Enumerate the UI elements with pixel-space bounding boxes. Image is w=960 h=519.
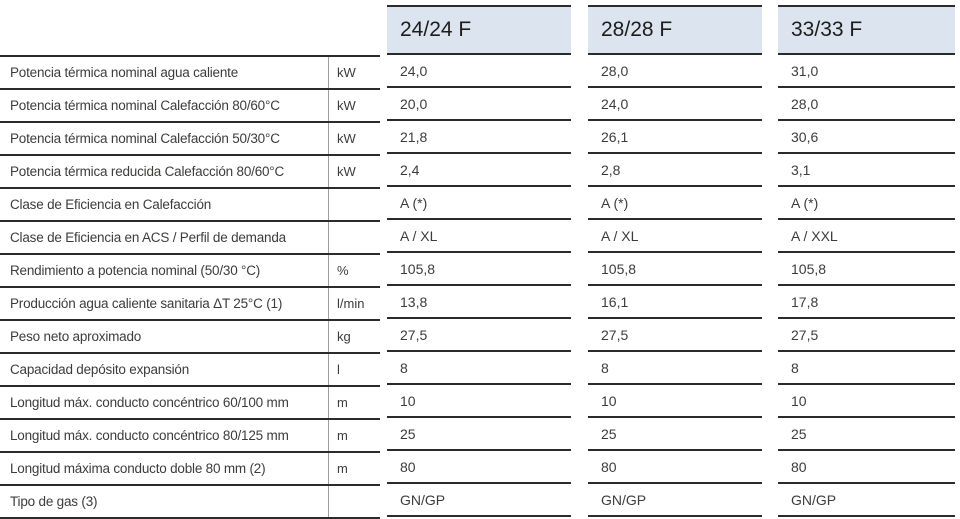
spec-value: 17,8: [778, 286, 955, 319]
spec-value: A (*): [588, 187, 762, 220]
spec-row: Longitud máx. conducto concéntrico 60/10…: [0, 387, 380, 420]
spec-value: 21,8: [387, 121, 571, 154]
row-label: Capacidad depósito expansión: [10, 362, 190, 377]
row-label: Potencia térmica reducida Calefacción 80…: [10, 164, 285, 179]
row-label: Potencia térmica nominal Calefacción 50/…: [10, 131, 280, 146]
labels-header-spacer: [0, 5, 380, 55]
row-label: Longitud máxima conducto doble 80 mm (2): [10, 461, 266, 476]
column-header-24-24-f: 24/24 F: [387, 5, 571, 55]
row-unit: [328, 222, 380, 253]
row-label: Potencia térmica nominal agua caliente: [10, 65, 239, 80]
row-unit: kW: [328, 90, 380, 121]
column-header-28-28-f: 28/28 F: [588, 5, 762, 55]
row-unit: kW: [328, 123, 380, 154]
spec-value: A / XL: [588, 220, 762, 253]
spec-row: Longitud máx. conducto concéntrico 80/12…: [0, 420, 380, 453]
spec-row: Rendimiento a potencia nominal (50/30 °C…: [0, 255, 380, 288]
row-unit: m: [328, 387, 380, 418]
spec-row: Potencia térmica reducida Calefacción 80…: [0, 156, 380, 189]
row-unit: m: [328, 453, 380, 484]
spec-value: 10: [778, 385, 955, 418]
row-label: Tipo de gas (3): [10, 494, 98, 509]
spec-value: 16,1: [588, 286, 762, 319]
spec-value: 25: [387, 418, 571, 451]
spec-value: A / XL: [387, 220, 571, 253]
spec-row: Capacidad depósito expansión l: [0, 354, 380, 387]
spec-row: Peso neto aproximado kg: [0, 321, 380, 354]
row-unit: %: [328, 255, 380, 286]
spec-row: Clase de Eficiencia en Calefacción: [0, 189, 380, 222]
spec-value: A (*): [387, 187, 571, 220]
row-unit: kW: [328, 156, 380, 187]
spec-row: Potencia térmica nominal Calefacción 80/…: [0, 90, 380, 123]
row-unit: kg: [328, 321, 380, 352]
spec-value: 31,0: [778, 55, 955, 88]
column-header-33-33-f: 33/33 F: [778, 5, 955, 55]
spec-value: 26,1: [588, 121, 762, 154]
model-column-33-33-f: 33/33 F 31,0 28,0 30,6 3,1 A (*) A / XXL…: [778, 5, 955, 519]
spec-value: GN/GP: [778, 484, 955, 517]
row-label: Clase de Eficiencia en Calefacción: [10, 197, 212, 212]
spec-value: 25: [778, 418, 955, 451]
row-label: Longitud máx. conducto concéntrico 60/10…: [10, 395, 289, 410]
spec-value: 2,8: [588, 154, 762, 187]
spec-value: 13,8: [387, 286, 571, 319]
row-label: Clase de Eficiencia en ACS / Perfil de d…: [10, 230, 286, 245]
spec-row: Tipo de gas (3): [0, 486, 380, 519]
row-label: Rendimiento a potencia nominal (50/30 °C…: [10, 263, 261, 278]
spec-value: 80: [387, 451, 571, 484]
spec-row: Longitud máxima conducto doble 80 mm (2)…: [0, 453, 380, 486]
row-label: Peso neto aproximado: [10, 329, 142, 344]
row-unit: l/min: [328, 288, 380, 319]
row-unit: [328, 486, 380, 517]
model-column-24-24-f: 24/24 F 24,0 20,0 21,8 2,4 A (*) A / XL …: [387, 5, 571, 519]
spec-row: Potencia térmica nominal agua caliente kW: [0, 57, 380, 90]
spec-value: A (*): [778, 187, 955, 220]
spec-value: 8: [387, 352, 571, 385]
spec-value: 30,6: [778, 121, 955, 154]
model-column-28-28-f: 28/28 F 28,0 24,0 26,1 2,8 A (*) A / XL …: [588, 5, 762, 519]
spec-value: 25: [588, 418, 762, 451]
spec-value: GN/GP: [588, 484, 762, 517]
row-label: Longitud máx. conducto concéntrico 80/12…: [10, 428, 289, 443]
spec-value: 105,8: [588, 253, 762, 286]
spec-value: 80: [588, 451, 762, 484]
row-label: Producción agua caliente sanitaria ΔT 25…: [10, 296, 283, 311]
spec-value: 28,0: [778, 88, 955, 121]
spec-value: 24,0: [387, 55, 571, 88]
spec-value: 10: [588, 385, 762, 418]
spec-row: Clase de Eficiencia en ACS / Perfil de d…: [0, 222, 380, 255]
spec-value: 20,0: [387, 88, 571, 121]
spec-value: 8: [778, 352, 955, 385]
spec-value: 27,5: [387, 319, 571, 352]
spec-value: 24,0: [588, 88, 762, 121]
spec-value: 10: [387, 385, 571, 418]
spec-value: GN/GP: [387, 484, 571, 517]
spec-value: 80: [778, 451, 955, 484]
spec-value: 3,1: [778, 154, 955, 187]
spec-value: 105,8: [778, 253, 955, 286]
spec-value: 28,0: [588, 55, 762, 88]
row-unit: l: [328, 354, 380, 385]
row-unit: [328, 189, 380, 220]
spec-row: Potencia térmica nominal Calefacción 50/…: [0, 123, 380, 156]
labels-rows: Potencia térmica nominal agua caliente kW…: [0, 55, 380, 519]
spec-value: 2,4: [387, 154, 571, 187]
spec-value: 27,5: [588, 319, 762, 352]
spec-value: 8: [588, 352, 762, 385]
spec-row: Producción agua caliente sanitaria ΔT 25…: [0, 288, 380, 321]
spec-value: A / XXL: [778, 220, 955, 253]
spec-value: 27,5: [778, 319, 955, 352]
spec-value: 105,8: [387, 253, 571, 286]
labels-column: Potencia térmica nominal agua caliente kW…: [0, 5, 380, 519]
row-label: Potencia térmica nominal Calefacción 80/…: [10, 98, 280, 113]
row-unit: m: [328, 420, 380, 451]
row-unit: kW: [328, 57, 380, 88]
